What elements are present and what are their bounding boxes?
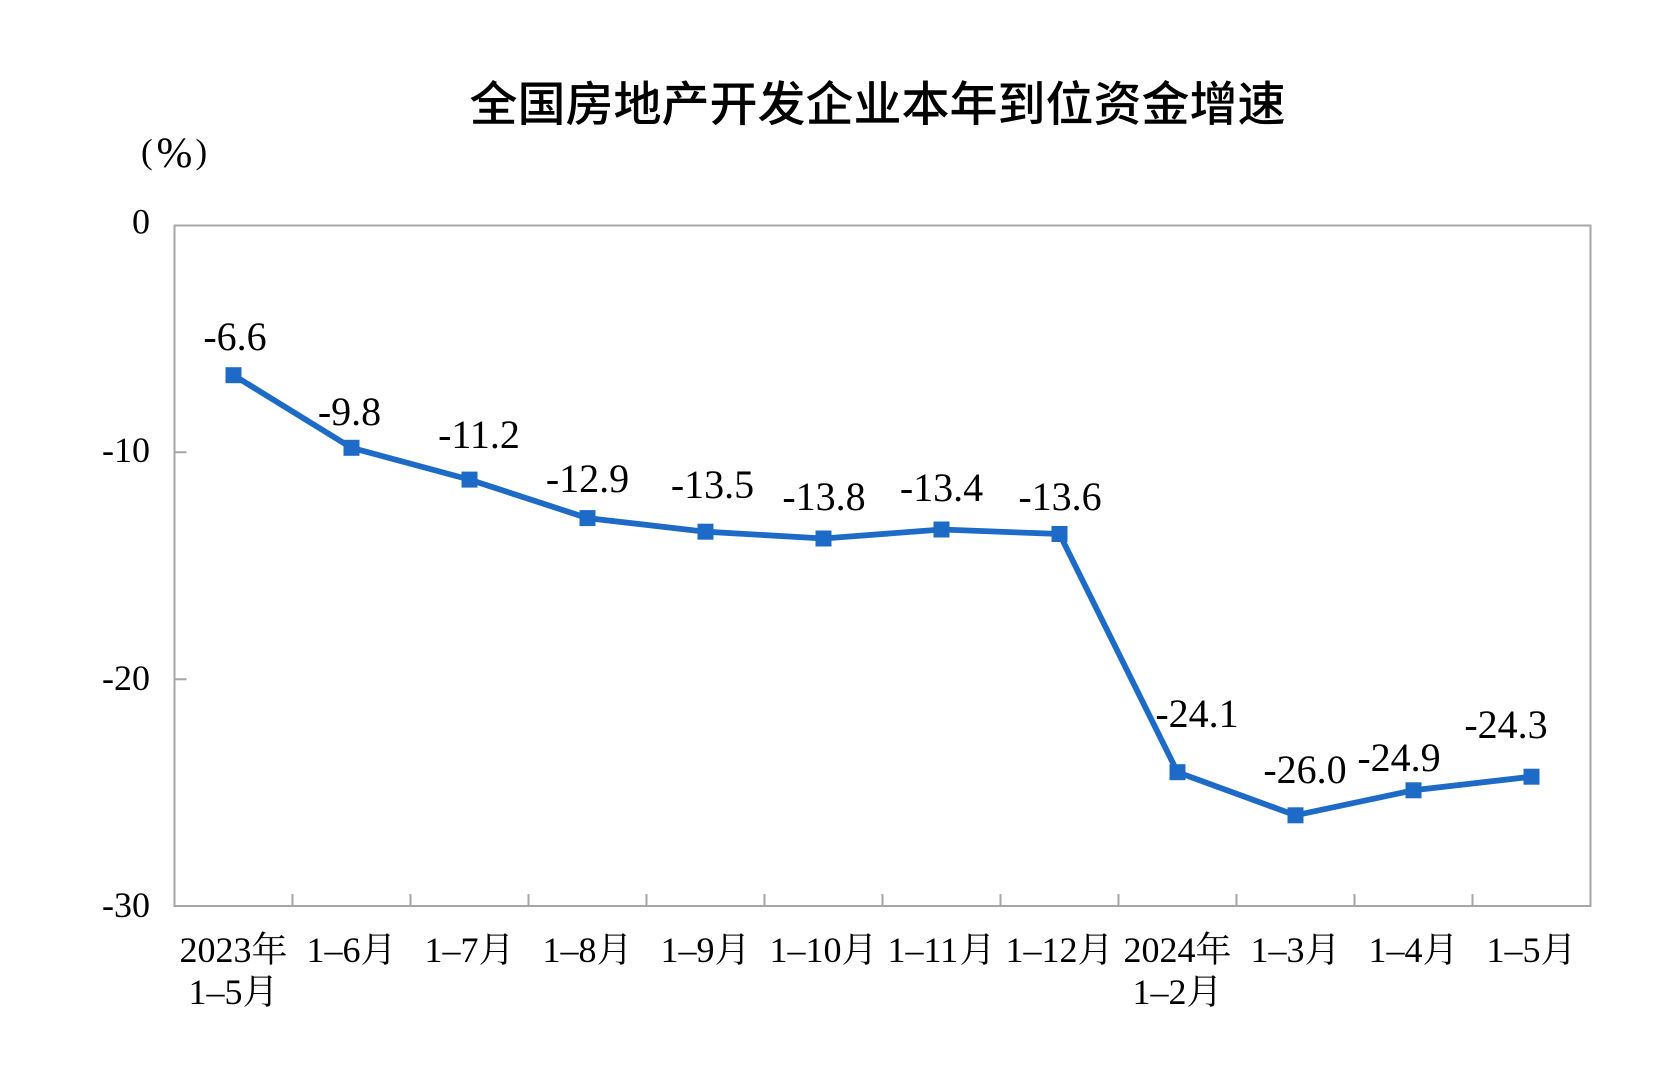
svg-text:1–8: 1–8 <box>543 930 597 970</box>
svg-text:-30: -30 <box>102 885 150 925</box>
svg-text:-11.2: -11.2 <box>438 412 520 457</box>
svg-text:2024: 2024 <box>1124 930 1196 970</box>
svg-text:-13.8: -13.8 <box>782 474 865 519</box>
svg-text:(: ( <box>141 132 153 171</box>
svg-text:-12.9: -12.9 <box>546 456 629 501</box>
svg-text:-13.5: -13.5 <box>671 462 754 507</box>
svg-text:1–10: 1–10 <box>770 930 842 970</box>
svg-text:-20: -20 <box>102 658 150 698</box>
svg-text:1–5: 1–5 <box>1487 930 1541 970</box>
svg-text:1–12: 1–12 <box>1006 930 1078 970</box>
svg-text:%: % <box>157 130 193 177</box>
svg-text:-13.6: -13.6 <box>1018 474 1101 519</box>
svg-text:-24.1: -24.1 <box>1155 691 1238 736</box>
svg-text:-13.4: -13.4 <box>900 465 983 510</box>
svg-text:1–6: 1–6 <box>307 930 361 970</box>
svg-text:-6.6: -6.6 <box>203 314 266 359</box>
svg-text:-24.3: -24.3 <box>1464 702 1547 747</box>
svg-text:-26.0: -26.0 <box>1263 747 1346 792</box>
svg-text:-10: -10 <box>102 430 150 470</box>
svg-text:1–9: 1–9 <box>661 930 715 970</box>
svg-text:1–3: 1–3 <box>1251 930 1305 970</box>
svg-text:-24.9: -24.9 <box>1357 735 1440 780</box>
svg-text:0: 0 <box>132 202 150 242</box>
svg-text:1–11: 1–11 <box>888 930 959 970</box>
svg-text:1–7: 1–7 <box>425 930 479 970</box>
svg-text:1–2: 1–2 <box>1133 972 1187 1012</box>
svg-text:1–5: 1–5 <box>189 972 243 1012</box>
svg-text:-9.8: -9.8 <box>318 389 381 434</box>
svg-text:1–4: 1–4 <box>1369 930 1423 970</box>
svg-text:2023: 2023 <box>180 930 252 970</box>
svg-text:): ) <box>196 132 208 171</box>
